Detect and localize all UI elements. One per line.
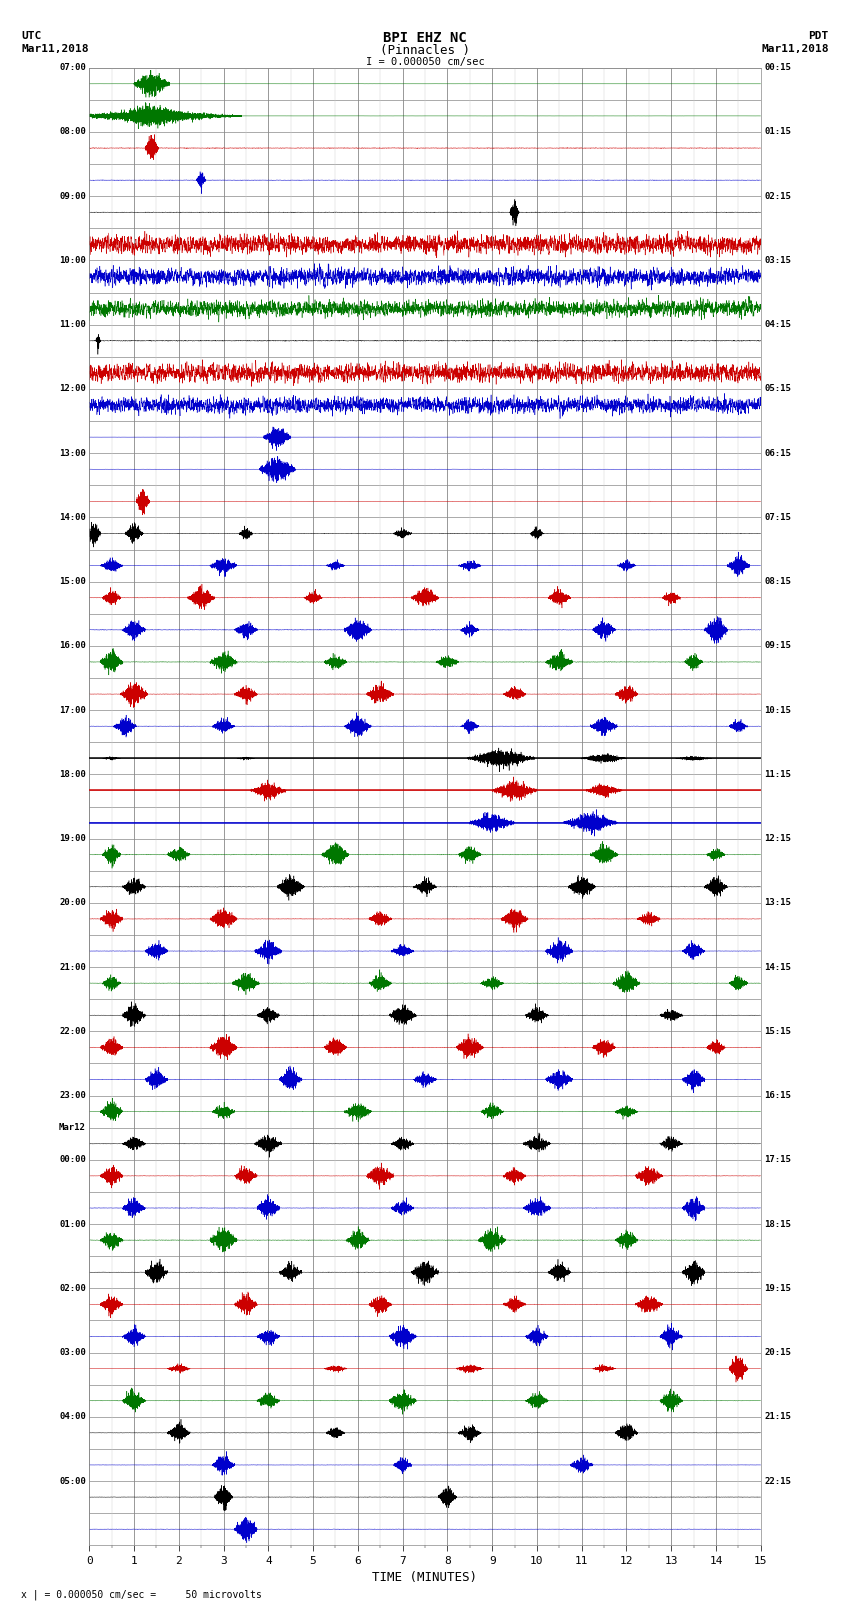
Text: 01:15: 01:15 — [764, 127, 791, 137]
Text: 05:00: 05:00 — [59, 1476, 86, 1486]
Text: 19:15: 19:15 — [764, 1284, 791, 1292]
Text: 07:15: 07:15 — [764, 513, 791, 523]
Text: 12:15: 12:15 — [764, 834, 791, 844]
Text: 03:15: 03:15 — [764, 256, 791, 265]
Text: 09:15: 09:15 — [764, 642, 791, 650]
Text: (Pinnacles ): (Pinnacles ) — [380, 44, 470, 58]
Text: 12:00: 12:00 — [59, 384, 86, 394]
Text: 01:00: 01:00 — [59, 1219, 86, 1229]
Text: 16:15: 16:15 — [764, 1090, 791, 1100]
Text: 05:15: 05:15 — [764, 384, 791, 394]
Text: 11:15: 11:15 — [764, 769, 791, 779]
Text: 20:00: 20:00 — [59, 898, 86, 908]
Text: 00:00: 00:00 — [59, 1155, 86, 1165]
Text: 08:15: 08:15 — [764, 577, 791, 586]
Text: 04:00: 04:00 — [59, 1413, 86, 1421]
Text: 18:00: 18:00 — [59, 769, 86, 779]
Text: 13:00: 13:00 — [59, 448, 86, 458]
Text: 14:00: 14:00 — [59, 513, 86, 523]
Text: 21:00: 21:00 — [59, 963, 86, 971]
Text: PDT: PDT — [808, 31, 829, 42]
Text: 17:15: 17:15 — [764, 1155, 791, 1165]
Text: 19:00: 19:00 — [59, 834, 86, 844]
Text: 13:15: 13:15 — [764, 898, 791, 908]
Text: 21:15: 21:15 — [764, 1413, 791, 1421]
Text: Mar11,2018: Mar11,2018 — [21, 44, 88, 55]
Text: 18:15: 18:15 — [764, 1219, 791, 1229]
Text: 10:15: 10:15 — [764, 705, 791, 715]
Text: 22:00: 22:00 — [59, 1027, 86, 1036]
Text: 15:00: 15:00 — [59, 577, 86, 586]
Text: 02:00: 02:00 — [59, 1284, 86, 1292]
Text: I = 0.000050 cm/sec: I = 0.000050 cm/sec — [366, 58, 484, 68]
Text: 20:15: 20:15 — [764, 1348, 791, 1357]
Text: Mar11,2018: Mar11,2018 — [762, 44, 829, 55]
Text: 16:00: 16:00 — [59, 642, 86, 650]
Text: UTC: UTC — [21, 31, 42, 42]
Text: 14:15: 14:15 — [764, 963, 791, 971]
Text: x | = 0.000050 cm/sec =     50 microvolts: x | = 0.000050 cm/sec = 50 microvolts — [21, 1589, 262, 1600]
Text: 11:00: 11:00 — [59, 321, 86, 329]
X-axis label: TIME (MINUTES): TIME (MINUTES) — [372, 1571, 478, 1584]
Text: 15:15: 15:15 — [764, 1027, 791, 1036]
Text: 22:15: 22:15 — [764, 1476, 791, 1486]
Text: BPI EHZ NC: BPI EHZ NC — [383, 31, 467, 45]
Text: 23:00: 23:00 — [59, 1090, 86, 1100]
Text: 03:00: 03:00 — [59, 1348, 86, 1357]
Text: 17:00: 17:00 — [59, 705, 86, 715]
Text: 10:00: 10:00 — [59, 256, 86, 265]
Text: 08:00: 08:00 — [59, 127, 86, 137]
Text: Mar12: Mar12 — [59, 1123, 86, 1132]
Text: 09:00: 09:00 — [59, 192, 86, 200]
Text: 02:15: 02:15 — [764, 192, 791, 200]
Text: 04:15: 04:15 — [764, 321, 791, 329]
Text: 07:00: 07:00 — [59, 63, 86, 73]
Text: 00:15: 00:15 — [764, 63, 791, 73]
Text: 06:15: 06:15 — [764, 448, 791, 458]
